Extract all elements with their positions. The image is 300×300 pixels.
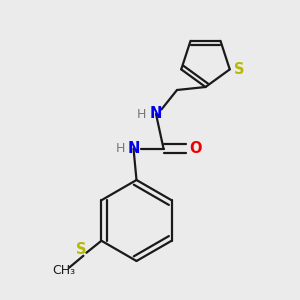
- Text: S: S: [76, 242, 86, 257]
- Text: S: S: [233, 62, 244, 77]
- Text: N: N: [127, 141, 140, 156]
- Text: H: H: [137, 107, 146, 121]
- Text: O: O: [189, 141, 201, 156]
- Text: N: N: [150, 106, 162, 122]
- Text: H: H: [115, 142, 125, 155]
- Text: CH₃: CH₃: [52, 264, 75, 277]
